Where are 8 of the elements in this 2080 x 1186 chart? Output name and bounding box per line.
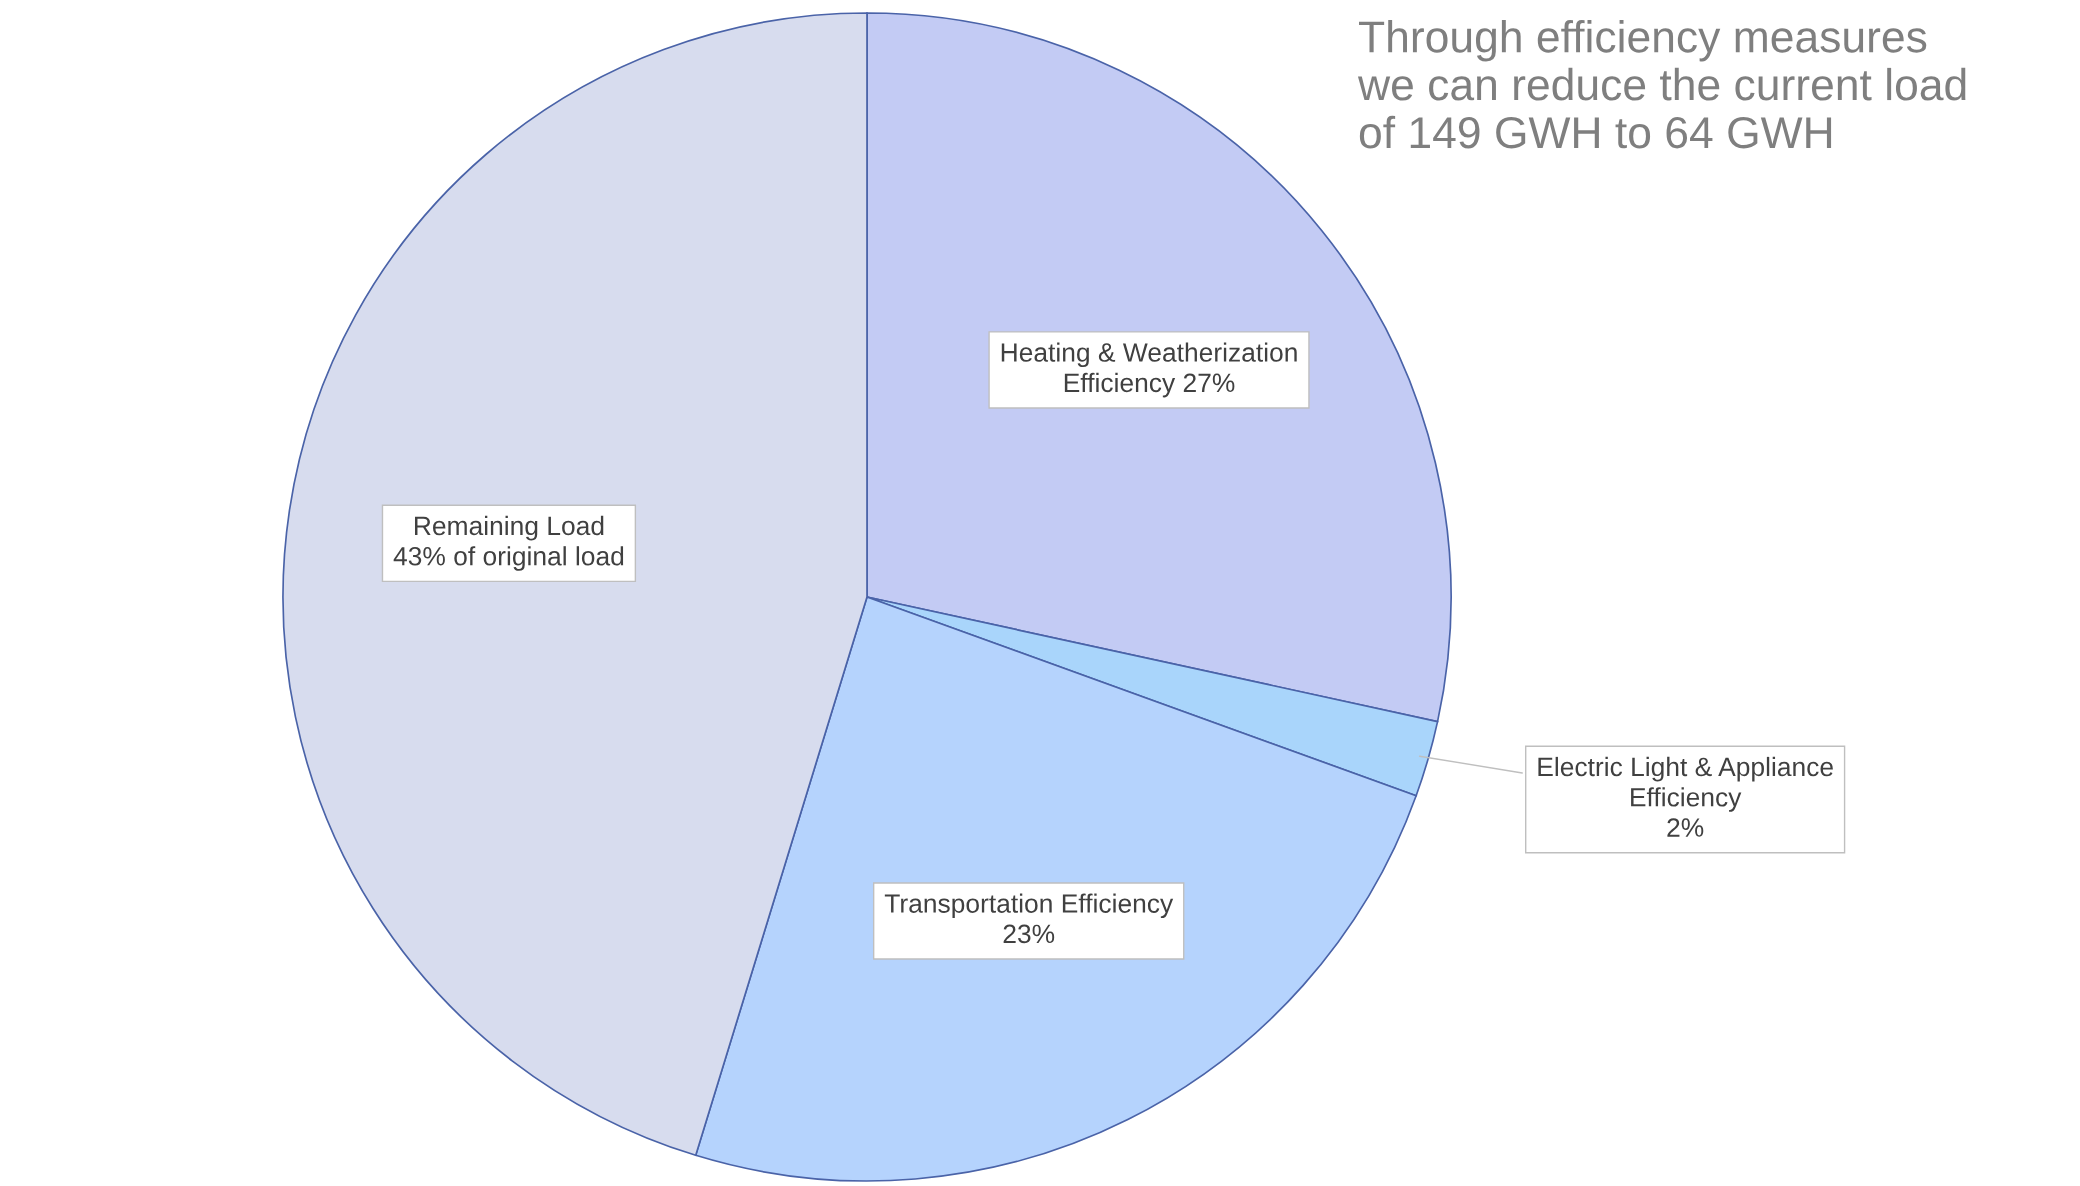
slice-label: Heating & Weatherization Efficiency 27% xyxy=(1001,342,1297,398)
data-label: 43% of original load xyxy=(393,546,624,571)
slice-label: Remaining Load xyxy=(415,515,604,541)
slice-label: Transportation Efficiency xyxy=(884,893,1174,919)
data-label: 2% xyxy=(1667,818,1704,837)
slice-label: Electric Light & Appliance Efficiency xyxy=(1538,756,1833,812)
text: Through efficiency measures we can reduce the current load of 149 GWH to 64 GWH xyxy=(1357,20,1966,149)
data-label: 23% xyxy=(1003,924,1055,944)
